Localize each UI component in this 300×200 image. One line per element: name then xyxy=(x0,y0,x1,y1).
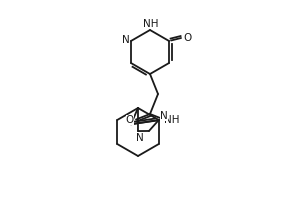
Text: N: N xyxy=(136,133,144,143)
Text: NH: NH xyxy=(143,19,159,29)
Text: O: O xyxy=(183,33,191,43)
Text: N: N xyxy=(160,111,168,121)
Text: O: O xyxy=(126,115,134,125)
Text: NH: NH xyxy=(164,115,180,125)
Text: N: N xyxy=(122,35,130,45)
